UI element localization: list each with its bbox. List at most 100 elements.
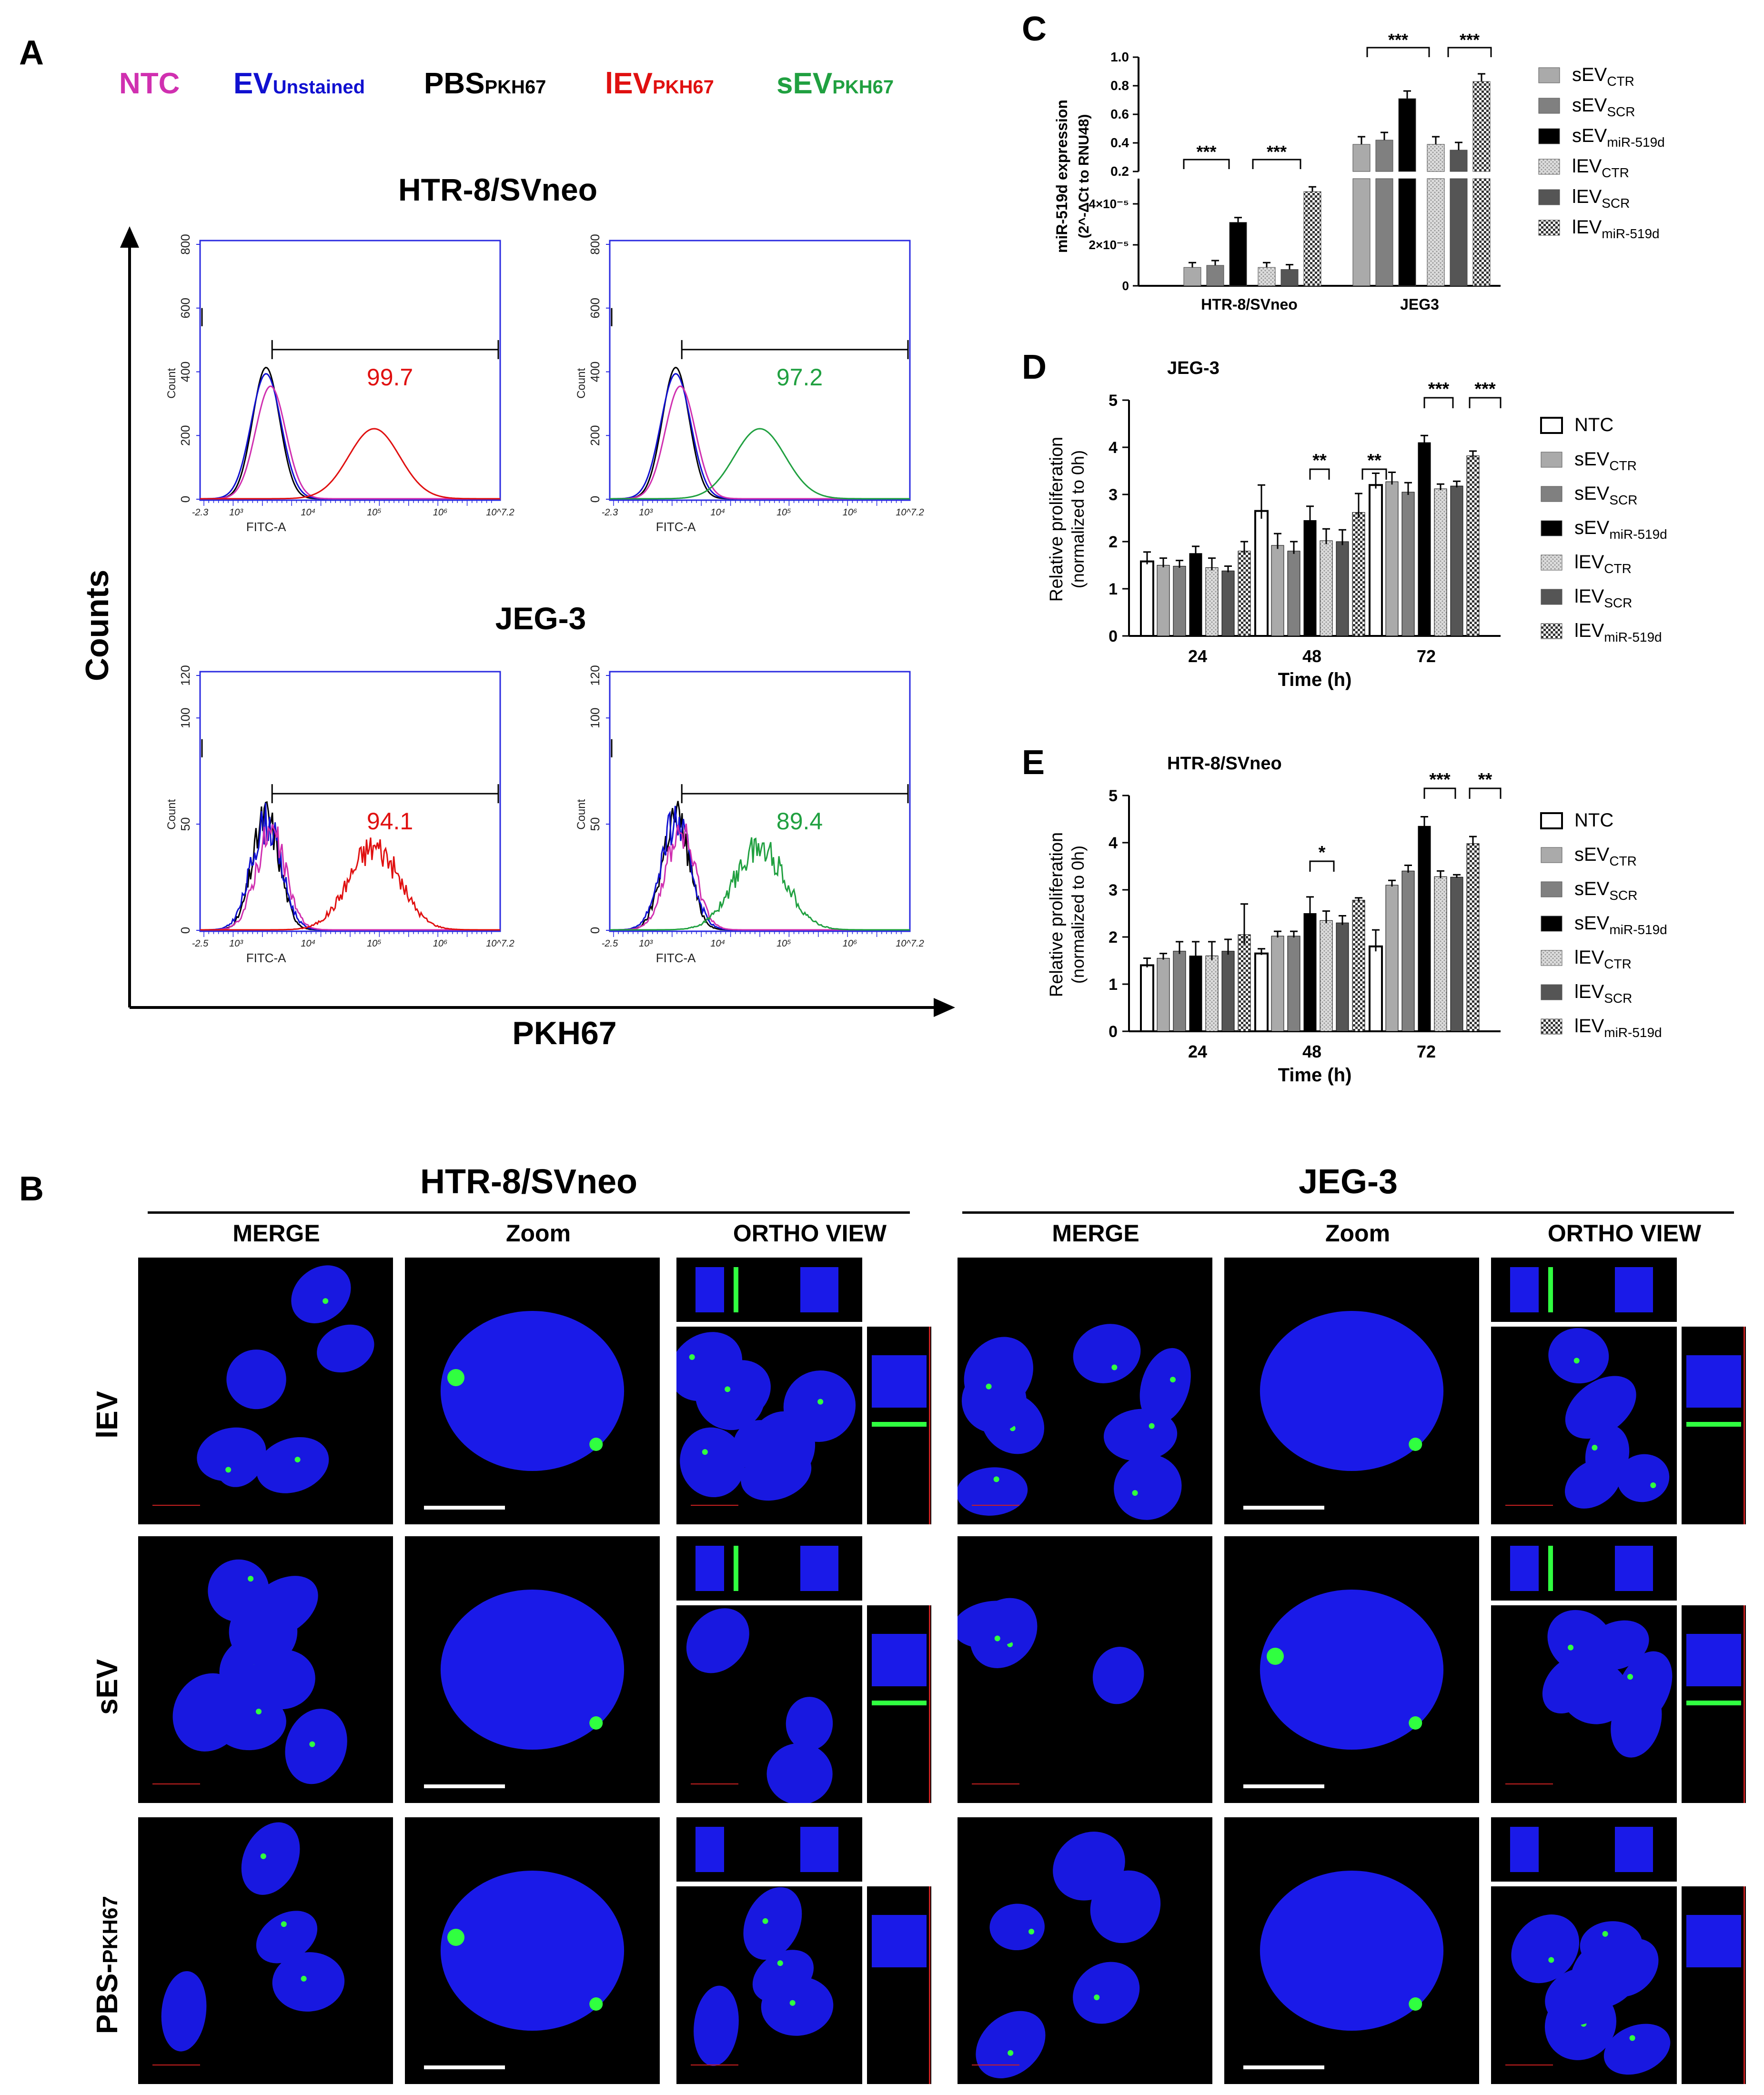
y-tick-label: 600 [588,298,602,318]
bar [1189,956,1202,1032]
bar [1434,876,1447,1032]
bar [1352,144,1371,172]
legend-label: lEVCTR [1574,552,1632,576]
nucleus [704,1360,771,1422]
significance-bracket [1361,468,1387,480]
row-label-main: sEV [91,1659,124,1715]
bar [1401,870,1415,1032]
ortho-strip-cell [1686,1915,1741,1967]
legend-swatch [1541,984,1562,1000]
nucleus [1073,1962,1140,2024]
bar [1450,876,1463,1032]
legend-a-lev: lEVPKH67 [605,67,714,101]
panel-b-letter: B [19,1170,44,1208]
category-label: HTR-8/SVneo [1201,296,1298,313]
significance-bracket [1469,397,1502,408]
bar [1271,545,1284,636]
ortho-strip-vesicle [1548,1267,1553,1312]
bar [1205,567,1219,636]
y-tick-label: 0 [1122,279,1129,293]
panel-b-right-title: JEG-3 [1298,1163,1398,1201]
bar [1189,553,1202,636]
x-tick-label: 10⁵ [776,507,791,518]
histogram-htr_lev: 0 200 400 600 800 Count -2.3 10³ 10⁴ 10⁵ 10⁶ 10^7.2… [165,234,514,534]
y-axis-label-2: (normalized to 0h) [1068,450,1088,588]
y-tick-label: 0 [588,496,602,503]
y-tick-label: 4 [1109,439,1118,457]
legend-swatch [1541,486,1562,502]
ortho-strip-vesicle [1686,1701,1741,1705]
vesicle-spot [1409,1716,1422,1730]
bar [1320,540,1333,636]
x-axis-label: Time (h) [1278,669,1352,690]
legend-main: PBS [424,67,485,100]
bar [1271,936,1284,1032]
nucleus [989,1904,1045,1951]
ortho-strip-cell [800,1827,838,1872]
x-tick-label: 10⁵ [776,938,791,949]
vesicle-spot [447,1929,464,1946]
row-label-lev: lEV [91,1391,124,1439]
vesicle-spot [1627,1673,1633,1680]
x-tick-label: 10^7.2 [896,938,924,949]
legend-label-ntc: NTC [1574,810,1613,831]
curve-ev-unstained [610,373,910,500]
category-label: 24 [1188,1042,1207,1061]
bar [1418,442,1431,636]
bar-lower-segment [1352,178,1371,286]
legend-sub: PKH67 [832,77,894,98]
significance-label: *** [1460,33,1480,50]
y-tick-label: 0.6 [1110,107,1129,121]
bar [1303,520,1317,636]
legend-a-sev: sEVPKH67 [776,67,894,101]
ortho-xz-strip [1491,1536,1677,1601]
curve-ntc [200,385,500,500]
nucleus [1114,1454,1182,1520]
ortho-strip-vesicle [734,1267,738,1312]
y-tick-label: 800 [178,234,192,254]
curve-stained [610,837,910,931]
vesicle-spot [725,1386,731,1392]
ortho-strip-cell [1615,1267,1653,1312]
y-tick-label: 120 [178,665,192,685]
vesicle-spot [1028,1928,1035,1934]
vesicle-spot [993,1476,999,1482]
significance-bracket [1423,397,1454,408]
significance-bracket [1183,159,1230,169]
bar [1287,936,1300,1032]
significance-label: ** [1367,451,1381,471]
y-tick-label: 600 [178,298,192,318]
panel-a-x-axis-label: PKH67 [512,1015,617,1051]
nucleus [213,1694,286,1751]
bar [1140,560,1154,637]
y-tick-label: 0.2 [1110,164,1129,179]
bar [1385,885,1399,1032]
bar [1258,267,1276,286]
ortho-strip-cell [800,1267,838,1312]
curve-ntc [200,824,500,931]
nucleus [1092,1647,1144,1704]
significance-label: * [1319,843,1326,863]
curve-pbs [200,367,500,500]
row-label-main: lEV [91,1391,124,1439]
x-tick-label: -2.5 [192,938,209,949]
y-axis-label: Relative proliferation [1047,832,1067,997]
nucleus [1545,1968,1612,2026]
vesicle-spot [248,1576,254,1582]
category-label: 24 [1188,646,1207,666]
nucleus [1565,1376,1636,1439]
vesicle-spot [1592,1445,1598,1451]
right-title-rule [962,1211,1734,1214]
legend-label: lEVmiR-519d [1574,1016,1662,1040]
x-tick-label: 10^7.2 [486,938,514,949]
significance-label: ** [1478,770,1492,790]
y-tick-label: 0.8 [1110,78,1129,93]
curve-ev-unstained [200,373,500,500]
vesicle-spot [1573,1358,1580,1364]
ortho-yz-strip [1682,1886,1746,2084]
nucleus [285,1709,347,1784]
ortho-strip-vesicle [1686,1422,1741,1427]
legend-swatch [1541,950,1562,966]
legend-label: lEVCTR [1572,156,1629,180]
legend-label: sEVmiR-519d [1574,517,1667,542]
